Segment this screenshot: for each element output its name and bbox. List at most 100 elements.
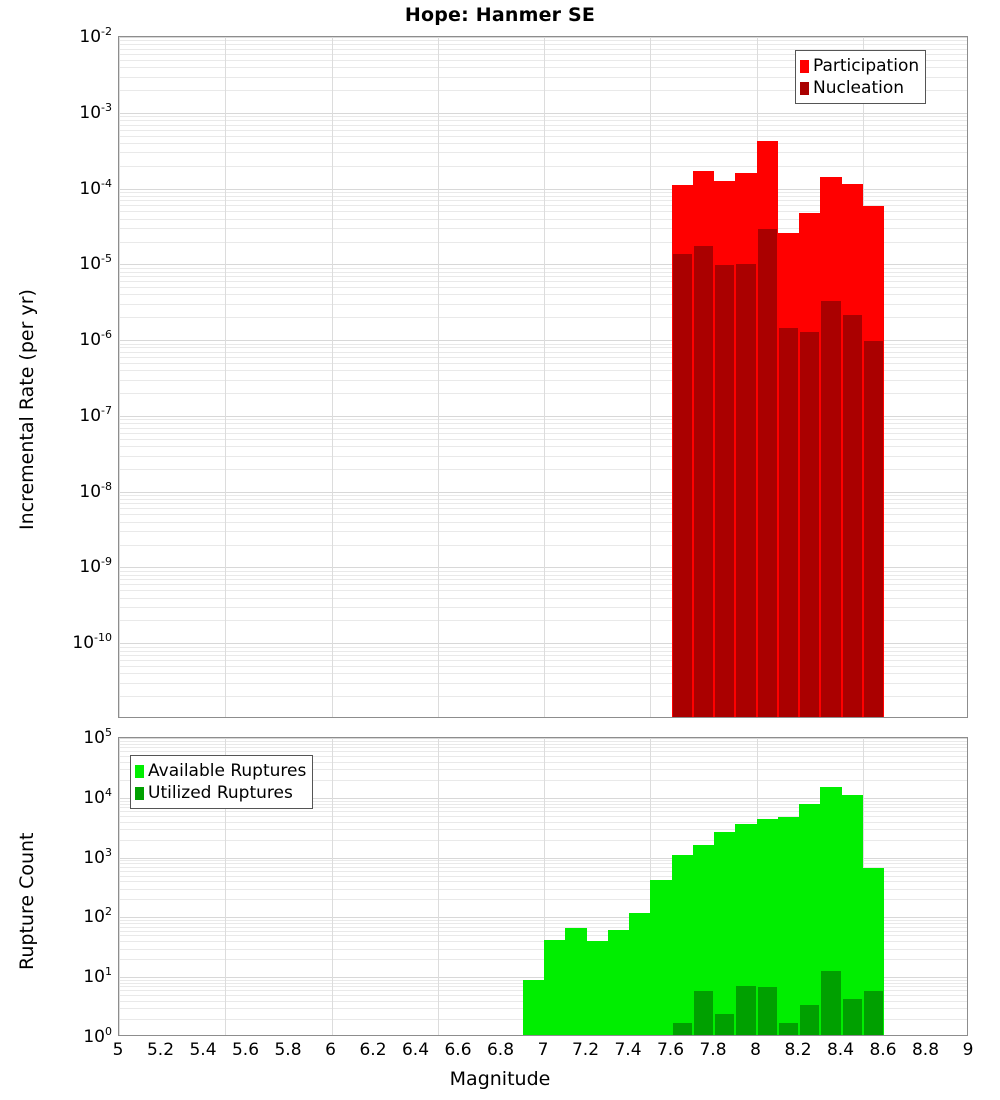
gridline-minor: [119, 317, 967, 319]
bar: [714, 181, 736, 717]
gridline-minor: [119, 120, 967, 122]
bar-segment: [863, 341, 883, 717]
gridline-minor: [119, 761, 967, 763]
gridline: [119, 977, 967, 979]
gridline-minor: [119, 432, 967, 434]
bar-segment: [842, 998, 862, 1035]
gridline-minor: [119, 53, 967, 55]
gridline-minor: [119, 646, 967, 648]
gridline-minor: [119, 590, 967, 592]
gridline-minor: [119, 811, 967, 813]
gridline-minor: [119, 839, 967, 841]
bar: [777, 817, 799, 1035]
page-title: Hope: Hanmer SE: [404, 4, 596, 26]
gridline-minor: [119, 923, 967, 925]
gridline-minor: [119, 129, 967, 131]
vertical-gridline: [544, 738, 545, 1035]
vertical-gridline: [119, 37, 120, 717]
bar-segment: [757, 987, 777, 1035]
top-y-axis-title: Incremental Rate (per yr): [16, 289, 38, 530]
y-axis-tick: 104: [83, 785, 112, 808]
bar-segment: [842, 315, 862, 717]
gridline-minor: [119, 116, 967, 118]
gridline-minor: [119, 860, 967, 862]
gridline-minor: [119, 152, 967, 154]
bar: [862, 206, 884, 717]
gridline-minor: [119, 267, 967, 269]
gridline: [119, 857, 967, 859]
vertical-gridline: [225, 738, 227, 1035]
gridline-minor: [119, 514, 967, 516]
gridline-minor: [119, 195, 967, 197]
gridline-minor: [119, 650, 967, 652]
bar: [671, 855, 693, 1035]
gridline-minor: [119, 660, 967, 662]
vertical-gridline: [225, 37, 227, 717]
x-axis-tick: 7.4: [614, 1040, 642, 1060]
legend-item-utilized-ruptures: Utilized Ruptures: [135, 782, 306, 804]
gridline: [119, 264, 967, 266]
vertical-gridline: [331, 738, 333, 1035]
gridline-minor: [119, 620, 967, 622]
y-axis-tick: 10-2: [79, 25, 112, 47]
gridline-minor: [119, 829, 967, 831]
bar: [756, 141, 778, 717]
x-axis-tick: 7.6: [656, 1040, 685, 1060]
gridline-minor: [119, 343, 967, 345]
gridline-minor: [119, 597, 967, 599]
gridline-minor: [119, 356, 967, 358]
bar-segment: [736, 263, 756, 717]
bar: [565, 928, 587, 1035]
gridline-minor: [119, 135, 967, 137]
gridline: [119, 188, 967, 190]
bar: [650, 880, 672, 1035]
bar-segment: [800, 1005, 820, 1035]
gridline-minor: [119, 200, 967, 202]
gridline-minor: [119, 67, 967, 69]
bar: [735, 173, 757, 717]
gridline-minor: [119, 899, 967, 901]
y-axis-tick: 10-6: [79, 328, 112, 350]
gridline-minor: [119, 44, 967, 46]
gridline-minor: [119, 165, 967, 167]
vertical-gridline: [544, 37, 545, 717]
y-axis-tick: 102: [83, 905, 112, 928]
gridline-minor: [119, 888, 967, 890]
bar-segment: [800, 332, 820, 717]
gridline-minor: [119, 294, 967, 296]
gridline-minor: [119, 607, 967, 609]
vertical-gridline: [437, 738, 439, 1035]
bar: [714, 831, 736, 1035]
y-axis-tick: 105: [83, 726, 112, 748]
bar-segment: [693, 991, 713, 1035]
gridline-minor: [119, 379, 967, 381]
x-axis-tick: 6.4: [401, 1040, 430, 1060]
legend-item-available-ruptures: Available Ruptures: [135, 760, 306, 782]
x-axis-tick: 5.8: [274, 1040, 302, 1060]
gridline-minor: [119, 423, 967, 425]
bar: [692, 171, 714, 717]
gridline-minor: [119, 124, 967, 126]
y-axis-tick: 10-9: [79, 555, 112, 578]
gridline-minor: [119, 303, 967, 305]
bar: [820, 177, 842, 717]
gridline-minor: [119, 89, 967, 91]
gridline-minor: [119, 531, 967, 533]
bar-segment: [821, 300, 841, 717]
bar-segment: [693, 245, 713, 717]
vertical-gridline: [437, 37, 439, 717]
gridline-minor: [119, 271, 967, 273]
gridline-minor: [119, 926, 967, 928]
bar-segment: [778, 327, 798, 717]
gridline-minor: [119, 920, 967, 922]
gridline-minor: [119, 40, 967, 42]
bar: [756, 818, 778, 1035]
y-axis-tick: 10-4: [79, 176, 112, 199]
x-axis-tick: 9: [962, 1040, 974, 1060]
bar-segment: [821, 971, 841, 1035]
legend-label-utilized-ruptures: Utilized Ruptures: [148, 783, 293, 803]
gridline: [119, 738, 967, 739]
gridline-minor: [119, 76, 967, 78]
gridline-minor: [119, 769, 967, 771]
gridline-minor: [119, 584, 967, 586]
